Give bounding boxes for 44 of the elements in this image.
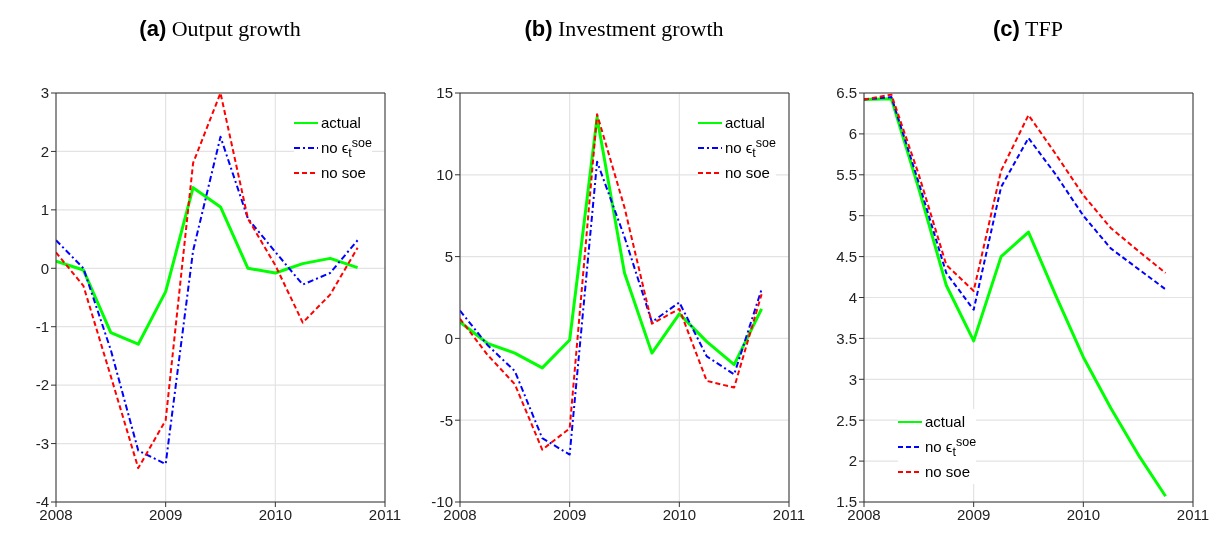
y-tick-label: 0 (40, 259, 49, 277)
y-tick-label: 1 (40, 201, 49, 219)
y-tick-label: 2.5 (836, 411, 857, 429)
x-tick-label: 2009 (148, 505, 183, 523)
chart-title: (c) TFP (993, 16, 1063, 41)
legend-label: actual (925, 413, 966, 430)
y-tick-label: 4.5 (836, 247, 857, 265)
x-tick-label: 2011 (772, 505, 806, 523)
y-tick-label: -3 (35, 434, 49, 452)
legend-label: actual (320, 114, 361, 131)
x-tick-label: 2010 (1066, 505, 1101, 523)
chart-title: (a) Output growth (139, 16, 301, 41)
y-tick-label: 5 (848, 207, 857, 225)
x-tick-label: 2010 (662, 505, 697, 523)
y-tick-label: -2 (35, 376, 49, 394)
y-tick-label: 4 (848, 288, 857, 306)
y-tick-label: 3 (40, 84, 49, 102)
y-tick-label: 6.5 (836, 84, 857, 102)
y-tick-label: 0 (444, 329, 453, 347)
line-series (56, 186, 360, 346)
y-tick-label: 3 (848, 370, 857, 388)
chart-title: (b) Investment growth (524, 16, 724, 41)
y-tick-label: 15 (436, 84, 453, 102)
y-tick-label: 3.5 (836, 329, 857, 347)
y-tick-label: 2 (848, 452, 857, 470)
y-tick-label: 6 (848, 125, 857, 143)
legend-label: no soe (320, 164, 366, 181)
y-tick-label: 2 (40, 142, 49, 160)
y-tick-label: 5.5 (836, 166, 857, 184)
line-series (864, 97, 1168, 498)
x-tick-label: 2010 (258, 505, 293, 523)
y-tick-label: 10 (436, 166, 453, 184)
x-tick-label: 2009 (552, 505, 587, 523)
y-tick-label: 5 (444, 247, 453, 265)
x-tick-label: 2011 (368, 505, 402, 523)
x-tick-label: 2009 (956, 505, 991, 523)
y-tick-label: -10 (431, 493, 453, 511)
y-tick-label: 1.5 (836, 493, 857, 511)
legend-label: no soe (724, 164, 770, 181)
legend-label: actual (724, 114, 765, 131)
y-tick-label: -1 (35, 318, 49, 336)
y-tick-label: -5 (439, 411, 453, 429)
legend-label: no soe (925, 463, 971, 480)
x-tick-label: 2011 (1176, 505, 1210, 523)
